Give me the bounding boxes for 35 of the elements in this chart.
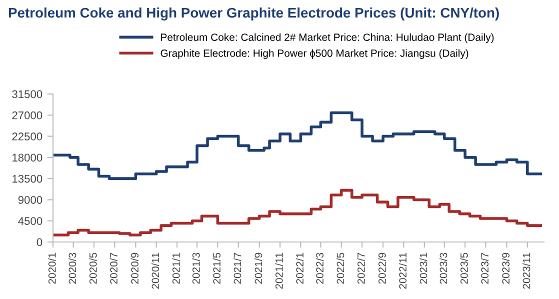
x-tick-label: 2022/5 — [336, 252, 344, 284]
x-tick-label: 2021/11 — [275, 252, 283, 289]
x-tick-label: 2020/11 — [151, 252, 160, 289]
x-tick-label: 2023/5 — [460, 252, 468, 284]
x-tick-label: 2021/1 — [172, 252, 180, 284]
x-tick-label: 2023/7 — [480, 252, 489, 284]
x-tick-label: 2020/3 — [68, 252, 76, 284]
y-tick-label: 27000 — [12, 111, 42, 120]
x-tick-label: 2021/7 — [234, 252, 242, 284]
y-tick-label: 13500 — [12, 174, 42, 183]
legend-label: Graphite Electrode: High Power ϕ500 Market Price: Jiangsu (Daily) — [160, 49, 468, 59]
x-tick-label: 2020/5 — [89, 252, 97, 284]
x-tick-label: 2021/3 — [192, 252, 200, 284]
x-tick-label: 2023/1 — [420, 252, 428, 284]
x-tick-label: 2020/1 — [48, 252, 56, 284]
legend-label: Petroleum Coke: Calcined 2# Market Price: China: Huludao Plant (Daily) — [161, 33, 494, 44]
chart-title: Petroleum Coke and High Power Graphite Electrode Prices (Unit: CNY/ton) — [8, 7, 499, 21]
x-tick-label: 2022/1 — [296, 252, 304, 284]
x-tick-label: 2022/11 — [398, 252, 407, 289]
y-tick-label: 31500 — [12, 90, 42, 98]
y-tick-label: 9000 — [18, 196, 42, 204]
y-tick-label: 18000 — [12, 154, 42, 162]
x-tick-label: 2020/9 — [130, 252, 138, 284]
x-tick-label: 2020/7 — [110, 252, 118, 284]
y-tick-label: 0 — [36, 238, 42, 246]
x-tick-label: 2023/11 — [522, 252, 530, 289]
x-tick-label: 2022/7 — [357, 252, 365, 284]
y-tick-label: 4500 — [18, 217, 42, 225]
y-tick-label: 22500 — [12, 132, 42, 140]
x-tick-label: 2023/9 — [502, 252, 510, 284]
x-tick-label: 2022/9 — [378, 252, 386, 284]
x-tick-label: 2021/9 — [254, 252, 262, 284]
x-tick-label: 2022/3 — [316, 252, 324, 284]
x-tick-label: 2021/5 — [212, 252, 220, 284]
x-tick-label: 2023/3 — [440, 252, 448, 284]
